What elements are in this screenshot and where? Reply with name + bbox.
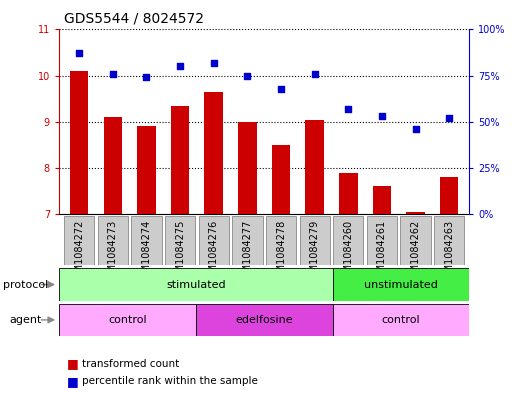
Bar <box>339 173 358 214</box>
Text: unstimulated: unstimulated <box>364 279 438 290</box>
Text: ■: ■ <box>67 375 78 388</box>
Text: ■: ■ <box>67 357 78 370</box>
Text: transformed count: transformed count <box>82 358 180 369</box>
Text: GSM1084263: GSM1084263 <box>444 220 454 285</box>
Bar <box>332 304 469 336</box>
Bar <box>131 216 162 265</box>
Bar <box>64 216 94 265</box>
Point <box>142 74 150 81</box>
Bar <box>196 304 332 336</box>
Text: GSM1084260: GSM1084260 <box>343 220 353 285</box>
Bar <box>165 216 195 265</box>
Bar <box>104 117 122 214</box>
Bar <box>305 119 324 214</box>
Bar <box>272 145 290 214</box>
Point <box>310 71 319 77</box>
Text: control: control <box>108 315 147 325</box>
Bar <box>406 212 425 214</box>
Bar <box>434 216 464 265</box>
Bar <box>70 71 88 214</box>
Bar <box>199 216 229 265</box>
Text: GSM1084273: GSM1084273 <box>108 220 118 285</box>
Text: GSM1084262: GSM1084262 <box>410 220 421 285</box>
Text: GSM1084277: GSM1084277 <box>242 220 252 285</box>
Point <box>277 85 285 92</box>
Text: edelfosine: edelfosine <box>235 315 293 325</box>
Bar <box>333 216 363 265</box>
Text: GSM1084279: GSM1084279 <box>310 220 320 285</box>
Bar <box>401 216 431 265</box>
Bar <box>372 187 391 214</box>
Text: protocol: protocol <box>3 279 48 290</box>
Point <box>176 63 184 70</box>
Text: control: control <box>382 315 420 325</box>
Point <box>411 126 420 132</box>
Text: percentile rank within the sample: percentile rank within the sample <box>82 376 258 386</box>
Bar <box>137 127 156 214</box>
Point <box>75 50 83 57</box>
Point <box>210 60 218 66</box>
Text: GSM1084276: GSM1084276 <box>209 220 219 285</box>
Bar <box>232 216 263 265</box>
Point <box>109 71 117 77</box>
Text: GDS5544 / 8024572: GDS5544 / 8024572 <box>64 11 204 26</box>
Bar <box>59 268 332 301</box>
Bar <box>332 268 469 301</box>
Point <box>445 115 453 121</box>
Text: GSM1084261: GSM1084261 <box>377 220 387 285</box>
Text: GSM1084275: GSM1084275 <box>175 220 185 285</box>
Point <box>378 113 386 119</box>
Bar <box>266 216 296 265</box>
Bar <box>440 177 459 214</box>
Bar <box>238 122 256 214</box>
Text: stimulated: stimulated <box>166 279 226 290</box>
Bar <box>367 216 397 265</box>
Bar <box>171 106 189 214</box>
Point <box>344 106 352 112</box>
Text: GSM1084272: GSM1084272 <box>74 220 84 285</box>
Bar <box>97 216 128 265</box>
Bar <box>59 304 196 336</box>
Text: agent: agent <box>9 315 42 325</box>
Text: GSM1084278: GSM1084278 <box>276 220 286 285</box>
Bar <box>300 216 330 265</box>
Point <box>243 72 251 79</box>
Bar <box>205 92 223 214</box>
Text: GSM1084274: GSM1084274 <box>142 220 151 285</box>
